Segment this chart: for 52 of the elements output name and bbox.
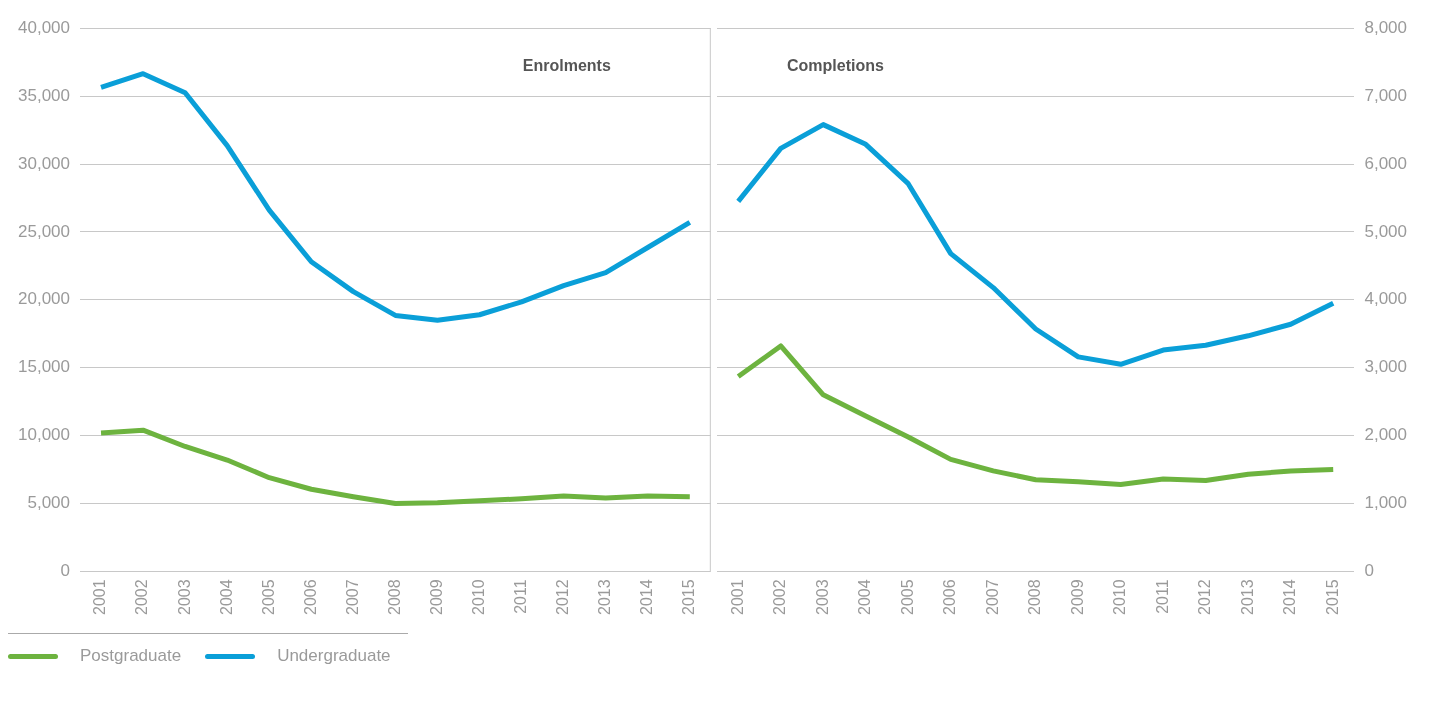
x-tick-label: 2012: [1196, 579, 1214, 615]
x-tick-label: 2002: [771, 579, 789, 615]
x-tick-label: 2007: [983, 579, 1001, 615]
x-tick-label: 2015: [1323, 579, 1341, 615]
y2-tick-label: 0: [1364, 561, 1374, 581]
y-tick-label: 25,000: [18, 221, 70, 241]
x-tick-label: 2004: [217, 579, 235, 615]
text: Completions: [787, 56, 884, 74]
x-tick-label: 2008: [1026, 579, 1044, 615]
x-tick-label: 2003: [175, 579, 193, 615]
y2-tick-label: 1,000: [1364, 493, 1408, 513]
x-tick-label: 2001: [728, 579, 746, 615]
x-tick-label: 2005: [898, 579, 916, 615]
y-tick-label: 5,000: [27, 493, 70, 513]
x-tick-label: 2011: [511, 579, 529, 614]
y2-tick-label: 5,000: [1364, 221, 1408, 241]
x-tick-label: 2014: [638, 579, 656, 615]
x-tick-label: 2005: [259, 579, 277, 615]
x-tick-label: 2006: [301, 579, 319, 615]
legend-label: Undergraduate: [277, 646, 391, 666]
y2-tick-label: 8,000: [1364, 17, 1408, 37]
x-tick-label: 2006: [941, 579, 959, 615]
x-tick-label: 2015: [680, 579, 698, 615]
x-tick-label: 2007: [343, 579, 361, 615]
text: Enrolments: [522, 56, 611, 74]
x-tick-label: 2004: [856, 579, 874, 615]
y2-tick-label: 4,000: [1364, 289, 1408, 309]
y-tick-label: 10,000: [18, 425, 70, 445]
y2-tick-label: 2,000: [1364, 425, 1408, 445]
x-tick-label: 2009: [427, 579, 445, 615]
x-tick-label: 2013: [1238, 579, 1256, 615]
x-tick-label: 2009: [1068, 579, 1086, 615]
y-tick-label: 0: [60, 561, 70, 581]
y-tick-label: 30,000: [18, 153, 70, 173]
x-tick-label: 2002: [133, 579, 151, 615]
x-tick-label: 2014: [1281, 579, 1299, 615]
x-tick-label: 2001: [91, 579, 109, 615]
x-tick-label: 2010: [1111, 579, 1129, 615]
y-tick-label: 35,000: [18, 85, 70, 105]
x-tick-label: 2011: [1153, 579, 1171, 614]
y-tick-label: 20,000: [18, 289, 70, 309]
y2-tick-label: 3,000: [1364, 357, 1408, 377]
y-tick-label: 15,000: [18, 357, 70, 377]
x-tick-label: 2008: [385, 579, 403, 615]
legend-label: Postgraduate: [80, 646, 182, 666]
x-tick-label: 2003: [813, 579, 831, 615]
x-tick-label: 2010: [469, 579, 487, 615]
y2-tick-label: 7,000: [1364, 85, 1408, 105]
y-tick-label: 40,000: [18, 17, 70, 37]
x-tick-label: 2012: [554, 579, 572, 615]
y2-tick-label: 6,000: [1364, 153, 1408, 173]
x-tick-label: 2013: [596, 579, 614, 615]
